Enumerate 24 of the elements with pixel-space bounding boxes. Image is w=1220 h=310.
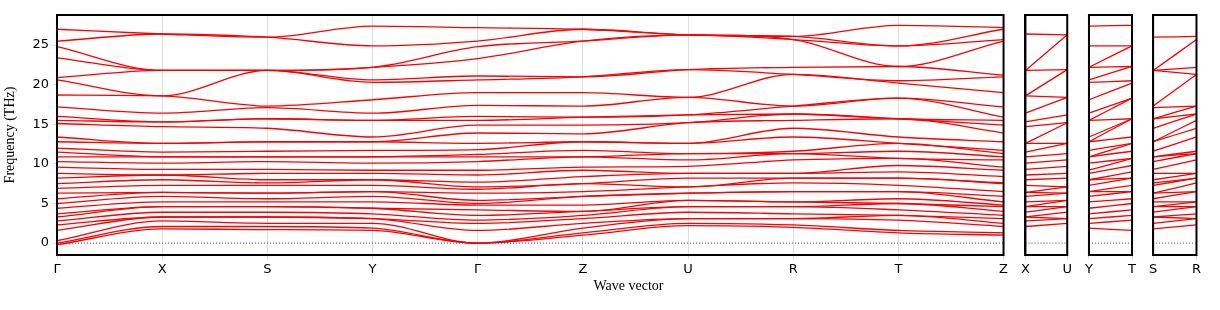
y-tick-label: 15 <box>32 115 49 131</box>
y-tick-label: 10 <box>32 155 49 171</box>
x-tick-label: R <box>1191 261 1202 277</box>
x-tick-label: Y <box>1084 261 1094 277</box>
y-tick-label: 5 <box>40 194 49 210</box>
x-tick-label: Γ <box>53 261 62 277</box>
x-tick-label: X <box>157 261 167 277</box>
y-tick-label: 0 <box>40 234 49 250</box>
y-tick-label: 20 <box>32 76 49 92</box>
y-tick-label: 25 <box>32 36 49 52</box>
x-tick-label: T <box>1127 261 1137 277</box>
x-tick-label: Y <box>367 261 377 277</box>
x-axis-title: Wave vector <box>593 278 664 294</box>
y-axis-title: Frequency (THz) <box>2 86 19 184</box>
x-tick-label: Γ <box>474 261 483 277</box>
x-tick-label: U <box>1062 261 1073 277</box>
x-tick-label: R <box>788 261 798 277</box>
x-tick-label: Z <box>578 261 588 277</box>
x-tick-label: Z <box>999 261 1009 277</box>
x-tick-label: U <box>683 261 693 277</box>
x-tick-label: S <box>263 261 272 277</box>
x-tick-label: S <box>1149 261 1158 277</box>
x-tick-label: T <box>893 261 903 277</box>
x-tick-label: X <box>1021 261 1031 277</box>
